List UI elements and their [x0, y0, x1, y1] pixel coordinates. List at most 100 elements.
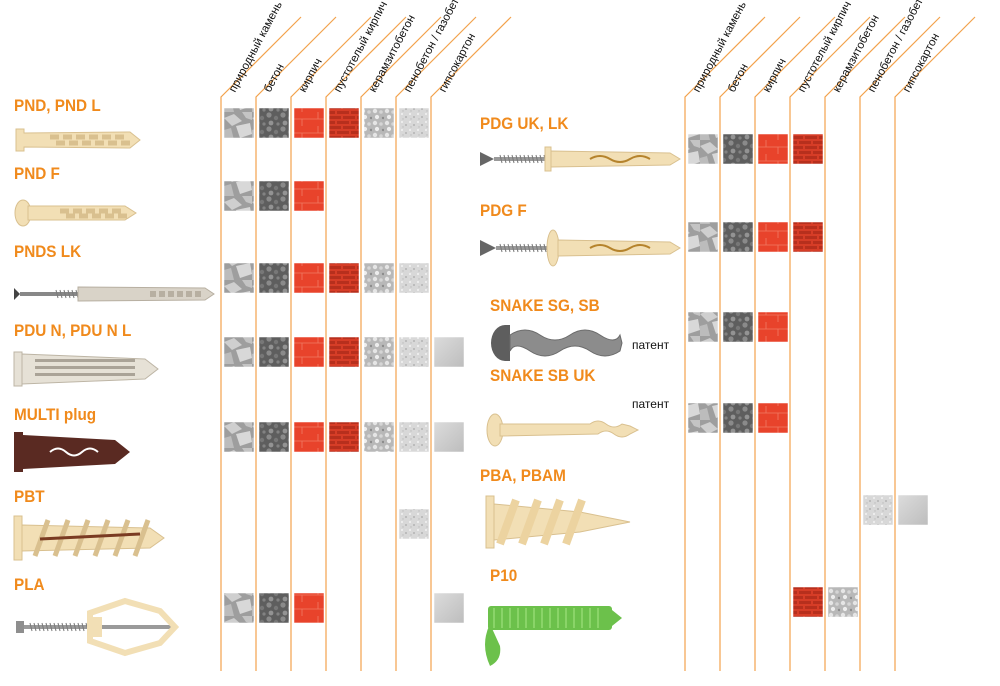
left-column-line-stone [220, 16, 302, 671]
left-swatch-2-hollow [328, 262, 360, 294]
left-column-header-brick: кирпич [297, 57, 325, 95]
left-product-name-0: PND, PND L [14, 96, 101, 115]
left-column-line-drywall [430, 16, 512, 671]
right-column-line-stone [684, 16, 766, 671]
left-swatch-0-claydite [363, 107, 395, 139]
right-column-line-claydite [824, 16, 906, 671]
right-product-name-3: SNAKE SB UK [490, 366, 596, 385]
drywall-self-drill-anchor-image [485, 495, 631, 549]
left-swatch-4-claydite [363, 421, 395, 453]
right-column-header-foam: пенобетон / газобетон [866, 0, 932, 94]
nylon-snake-anchor-image [486, 413, 640, 447]
right-swatch-4-foam [862, 494, 894, 526]
left-swatch-4-hollow [328, 421, 360, 453]
right-column-line-foam [859, 16, 941, 671]
left-swatch-3-brick [293, 336, 325, 368]
right-swatch-2-concrete [722, 311, 754, 343]
left-product-name-6: PLA [14, 575, 45, 594]
left-product-name-5: PBT [14, 487, 45, 506]
left-swatch-1-concrete [258, 180, 290, 212]
left-swatch-5-foam [398, 508, 430, 540]
right-product-name-2: SNAKE SG, SB [490, 296, 600, 315]
left-swatch-6-concrete [258, 592, 290, 624]
column-grid-lines [220, 16, 976, 671]
right-column-line-concrete [719, 16, 801, 671]
frame-plug-flanged-image [480, 229, 681, 267]
left-swatch-0-foam [398, 107, 430, 139]
left-swatch-6-drywall [433, 592, 465, 624]
left-swatch-4-foam [398, 421, 430, 453]
right-column-line-brick [754, 16, 836, 671]
left-swatch-3-concrete [258, 336, 290, 368]
metal-snake-anchor-image [491, 325, 623, 361]
left-swatch-6-brick [293, 592, 325, 624]
right-column-line-hollow [789, 16, 871, 671]
nylon-expansion-plug-image [15, 128, 141, 152]
material-swatches [223, 107, 929, 624]
right-swatch-3-brick [757, 402, 789, 434]
left-swatch-6-stone [223, 592, 255, 624]
right-swatch-0-brick [757, 133, 789, 165]
left-swatch-0-brick [293, 107, 325, 139]
brown-multi-plug-image [14, 432, 130, 472]
right-swatch-3-stone [687, 402, 719, 434]
right-product-name-4: PBA, PBAM [480, 466, 566, 485]
left-swatch-3-stone [223, 336, 255, 368]
patent-note-3: патент [632, 397, 670, 411]
left-swatch-2-foam [398, 262, 430, 294]
left-swatch-4-drywall [433, 421, 465, 453]
left-swatch-3-hollow [328, 336, 360, 368]
right-swatch-5-hollow [792, 586, 824, 618]
left-swatch-3-foam [398, 336, 430, 368]
left-swatch-2-concrete [258, 262, 290, 294]
left-product-name-3: PDU N, PDU N L [14, 321, 132, 340]
right-swatch-2-brick [757, 311, 789, 343]
product-illustrations [13, 128, 681, 666]
left-column-line-claydite [360, 16, 442, 671]
patent-note-2: патент [632, 338, 670, 352]
left-swatch-3-claydite [363, 336, 395, 368]
right-column-header-brick: кирпич [761, 57, 789, 95]
flanged-expansion-plug-image [14, 199, 137, 227]
left-swatch-4-stone [223, 421, 255, 453]
right-swatch-0-concrete [722, 133, 754, 165]
left-column-header-foam: пенобетон / газобетон [402, 0, 468, 94]
left-swatch-2-claydite [363, 262, 395, 294]
right-swatch-5-claydite [827, 586, 859, 618]
left-column-line-foam [395, 16, 477, 671]
right-product-name-1: PDG F [480, 201, 527, 220]
aerated-concrete-spiral-plug-image [13, 515, 165, 561]
right-swatch-4-drywall [897, 494, 929, 526]
right-swatch-0-stone [687, 133, 719, 165]
right-swatch-3-concrete [722, 402, 754, 434]
left-column-header-drywall: гипсокартон [437, 32, 478, 95]
right-product-name-5: P10 [490, 566, 518, 585]
left-swatch-2-stone [223, 262, 255, 294]
right-swatch-1-hollow [792, 221, 824, 253]
left-swatch-4-concrete [258, 421, 290, 453]
left-column-line-concrete [255, 16, 337, 671]
right-swatch-0-hollow [792, 133, 824, 165]
left-swatch-4-brick [293, 421, 325, 453]
left-swatch-0-concrete [258, 107, 290, 139]
left-swatch-1-stone [223, 180, 255, 212]
green-injection-sleeve-image [485, 606, 622, 666]
right-swatch-1-brick [757, 221, 789, 253]
left-swatch-2-brick [293, 262, 325, 294]
right-swatch-2-stone [687, 311, 719, 343]
right-column-line-drywall [894, 16, 976, 671]
left-product-name-2: PNDS LK [14, 242, 82, 261]
right-swatch-1-stone [687, 221, 719, 253]
left-column-line-hollow [325, 16, 407, 671]
left-swatch-3-drywall [433, 336, 465, 368]
left-swatch-1-brick [293, 180, 325, 212]
frame-plug-with-screw-image [480, 146, 681, 172]
right-column-header-drywall: гипсокартон [901, 32, 942, 95]
right-swatch-1-concrete [722, 221, 754, 253]
left-column-line-brick [290, 16, 372, 671]
left-product-name-4: MULTI plug [14, 405, 97, 424]
right-column-header-concrete: бетон [726, 62, 751, 94]
